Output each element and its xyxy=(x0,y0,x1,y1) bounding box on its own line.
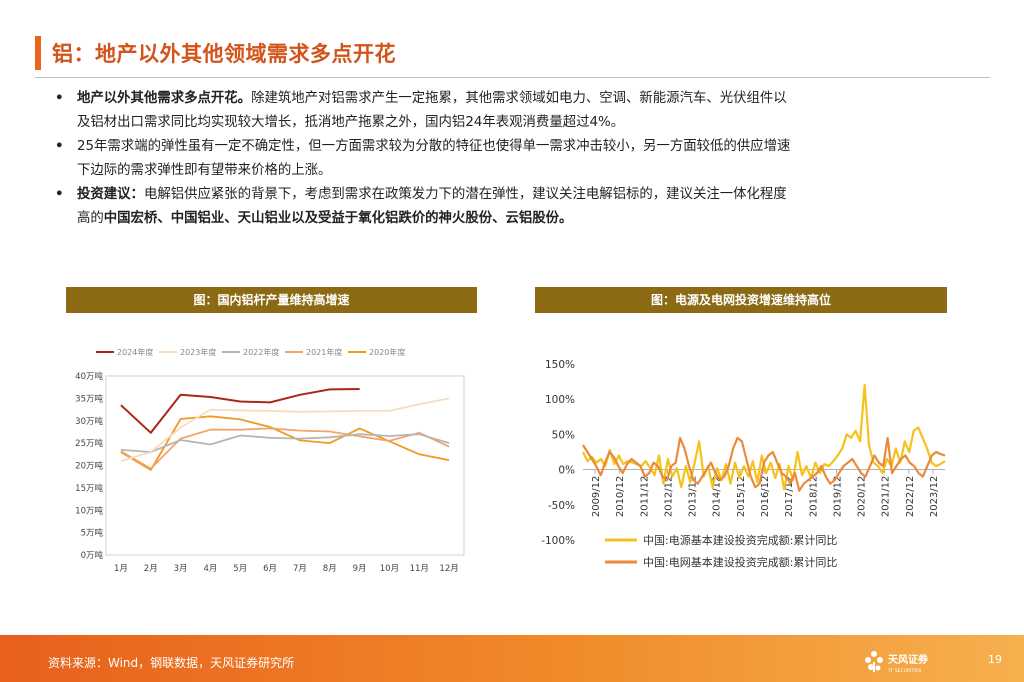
x-tick-label: 1月 xyxy=(114,564,128,574)
page-title: 铝：地产以外其他领域需求多点开花 xyxy=(52,42,396,66)
footer-bar xyxy=(0,635,1024,682)
series-line-power-source xyxy=(582,384,946,491)
aluminum-rod-output-chart: 0万吨 5万吨 10万吨 15万吨 20万吨 25万吨 30万吨 35万吨 40万吨 1月 2月 3月… xyxy=(75,347,465,574)
legend-label: 中国:电源基本建设投资完成额:累计同比 xyxy=(643,533,837,547)
legend-label: 2020年度 xyxy=(369,347,405,357)
y-tick-label: 20万吨 xyxy=(75,461,103,472)
y-tick-label: 100% xyxy=(545,394,575,406)
y-tick-label: 150% xyxy=(545,359,575,371)
x-tick-label: 2010/12 xyxy=(615,476,626,518)
y-tick-label: 25万吨 xyxy=(75,438,103,449)
bullet-text-line2: 及铝材出口需求同比均实现较大增长，抵消地产拖累之外，国内铝24年表观消费量超过4… xyxy=(77,115,625,130)
bullet-dot: • xyxy=(55,91,64,106)
title-divider xyxy=(35,77,990,78)
bullet-text: 25年需求端的弹性虽有一定不确定性，但一方面需求较为分散的特征也使得单一需求冲击… xyxy=(77,139,791,154)
bullet-list: • 地产以外其他需求多点开花。除建筑地产对铝需求产生一定拖累，其他需求领域如电力… xyxy=(55,87,935,231)
bullet-bold-lead: 地产以外其他需求多点开花。 xyxy=(77,91,252,106)
x-tick-label: 3月 xyxy=(174,564,188,574)
x-tick-label: 2017/12 xyxy=(784,476,795,518)
series-line-2021年度 xyxy=(120,427,450,470)
y-tick-label: 30万吨 xyxy=(75,416,103,427)
bullet-bold-stocks: 中国宏桥、中国铝业、天山铝业以及受益于氧化铝跌价的神火股份、云铝股份。 xyxy=(103,211,573,226)
x-tick-label: 2020/12 xyxy=(857,476,868,518)
bullet-item: • 投资建议：电解铝供应紧张的背景下，考虑到需求在政策发力下的潜在弹性，建议关注… xyxy=(55,183,935,231)
y-tick-label: 15万吨 xyxy=(75,483,103,494)
x-tick-label: 12月 xyxy=(439,564,458,574)
series-line-2022年度 xyxy=(120,433,450,453)
tf-securities-logo: 天风证券 TF SECURITIES xyxy=(865,651,929,674)
bullet-item: • 25年需求端的弹性虽有一定不确定性，但一方面需求较为分散的特征也使得单一需求… xyxy=(55,135,935,183)
y-tick-label: 5万吨 xyxy=(81,528,104,539)
bullet-text-line2: 下边际的需求弹性即有望带来价格的上涨。 xyxy=(77,163,332,178)
x-tick-label: 5月 xyxy=(233,564,247,574)
bullet-text: 除建筑地产对铝需求产生一定拖累，其他需求领域如电力、空调、新能源汽车、光伏组件以 xyxy=(251,91,787,106)
legend-label: 2022年度 xyxy=(243,347,279,357)
legend-label: 2021年度 xyxy=(306,347,342,357)
logo-brand-en: TF SECURITIES xyxy=(887,668,921,674)
page-number: 19 xyxy=(988,653,1002,666)
power-grid-investment-chart: -100% -50% 0% 50% 100% 150% 2009/12 2010/12 2011… xyxy=(541,359,946,569)
x-tick-label: 6月 xyxy=(263,564,277,574)
series-line-2023年度 xyxy=(120,397,450,462)
x-tick-label: 2018/12 xyxy=(808,476,819,518)
series-line-2020年度 xyxy=(120,415,450,471)
left-chart-title: 图：国内铝杆产量维持高增速 xyxy=(66,287,477,313)
y-tick-label: 50% xyxy=(552,429,575,441)
series-line-power-grid xyxy=(582,436,946,492)
legend-label: 2023年度 xyxy=(180,347,216,357)
logo-brand-text: 天风证券 xyxy=(888,653,929,666)
series-line-2024年度 xyxy=(120,388,360,434)
x-tick-label: 2022/12 xyxy=(905,476,916,518)
x-tick-label: 2月 xyxy=(144,564,158,574)
y-tick-label: 10万吨 xyxy=(75,505,103,516)
bullet-text-line2: 高的 xyxy=(77,211,104,226)
title-accent-bar xyxy=(35,36,41,70)
source-note: 资料来源：Wind，钢联数据，天风证券研究所 xyxy=(48,656,295,670)
right-chart-title: 图：电源及电网投资增速维持高位 xyxy=(535,287,947,313)
bullet-dot: • xyxy=(55,187,64,202)
bullet-text: 电解铝供应紧张的背景下，考虑到需求在政策发力下的潜在弹性，建议关注电解铝标的，建… xyxy=(143,187,787,202)
x-tick-label: 7月 xyxy=(293,564,307,574)
x-tick-label: 10月 xyxy=(380,564,399,574)
y-tick-label: 0% xyxy=(558,465,575,477)
x-tick-label: 2011/12 xyxy=(639,476,650,518)
x-tick-label: 2009/12 xyxy=(591,476,602,518)
legend-label: 2024年度 xyxy=(117,347,153,357)
y-tick-label: 0万吨 xyxy=(81,550,104,561)
y-tick-label: 40万吨 xyxy=(75,371,103,382)
plot-frame xyxy=(105,375,465,556)
x-tick-label: 4月 xyxy=(203,564,217,574)
y-tick-label: -50% xyxy=(548,500,575,512)
x-tick-label: 2015/12 xyxy=(736,476,747,518)
x-tick-label: 2023/12 xyxy=(929,476,940,518)
x-tick-label: 8月 xyxy=(323,564,337,574)
x-tick-label: 2016/12 xyxy=(760,476,771,518)
x-tick-label: 2012/12 xyxy=(663,476,674,518)
x-tick-label: 9月 xyxy=(353,564,367,574)
x-tick-label: 11月 xyxy=(410,564,429,574)
x-tick-label: 2021/12 xyxy=(881,476,892,518)
bullet-item: • 地产以外其他需求多点开花。除建筑地产对铝需求产生一定拖累，其他需求领域如电力… xyxy=(55,87,935,135)
x-tick-label: 2014/12 xyxy=(712,476,723,518)
bullet-dot: • xyxy=(55,139,64,154)
bullet-bold-lead: 投资建议： xyxy=(77,187,144,202)
legend-label: 中国:电网基本建设投资完成额:累计同比 xyxy=(643,555,837,569)
x-tick-label: 2013/12 xyxy=(688,476,699,518)
y-tick-label: 35万吨 xyxy=(75,393,103,404)
x-tick-label: 2019/12 xyxy=(832,476,843,518)
y-tick-label: -100% xyxy=(541,535,575,547)
